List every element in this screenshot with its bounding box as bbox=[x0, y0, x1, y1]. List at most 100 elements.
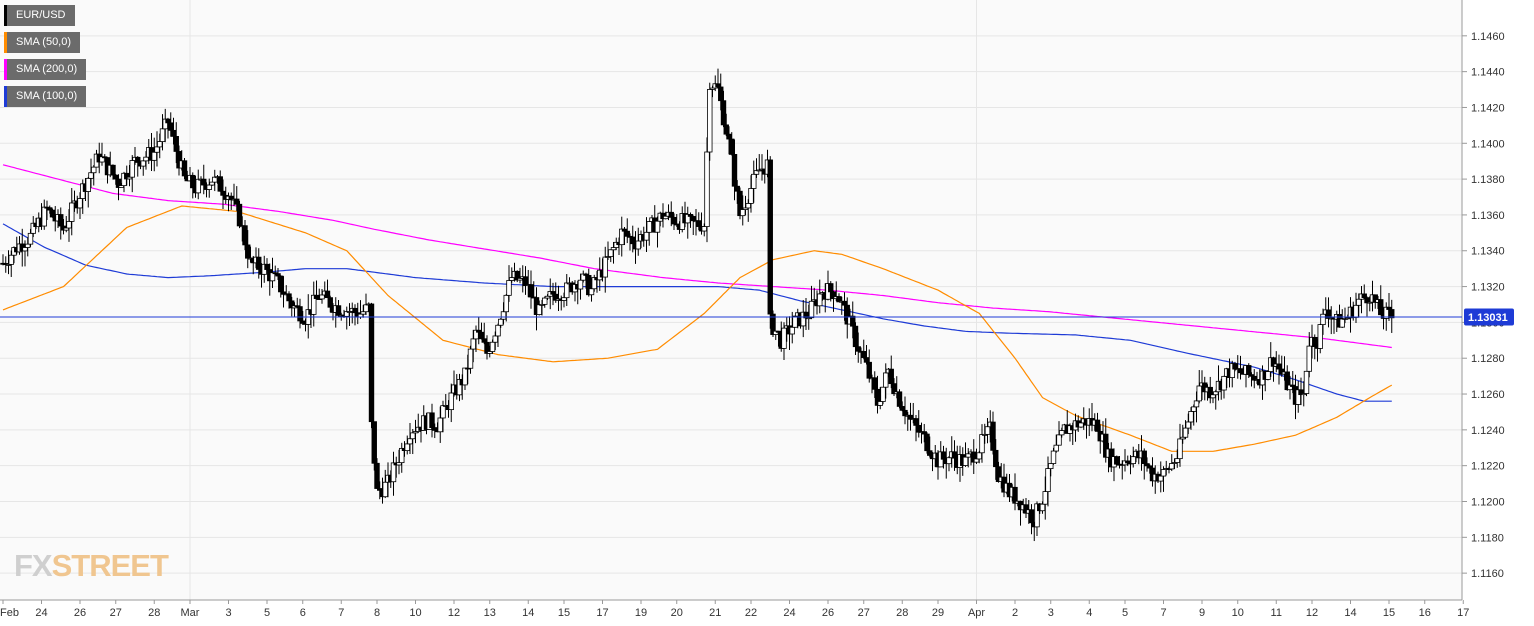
candle-body-up bbox=[781, 327, 787, 349]
candle-body-down bbox=[1378, 299, 1384, 316]
x-tick-label: 7 bbox=[338, 607, 344, 619]
candle bbox=[236, 200, 243, 229]
candle-body-down bbox=[58, 214, 64, 227]
candle bbox=[602, 246, 608, 293]
legend-swatch bbox=[4, 32, 7, 53]
y-tick-label: 1.1160 bbox=[1471, 568, 1504, 580]
candle-body-up bbox=[577, 279, 584, 290]
x-tick-label: 16 bbox=[1419, 607, 1431, 619]
candle-body-down bbox=[866, 361, 872, 379]
legend-label: EUR/USD bbox=[16, 9, 66, 21]
candle-body-down bbox=[896, 391, 903, 407]
x-tick-label: 14 bbox=[1344, 607, 1356, 619]
candle-body-up bbox=[654, 220, 661, 233]
candle-body-up bbox=[704, 151, 710, 227]
candle-body-up bbox=[536, 304, 542, 315]
candle-body-up bbox=[159, 128, 166, 142]
legend-item-eurusd[interactable]: EUR/USD bbox=[4, 5, 75, 26]
candle-body-down bbox=[49, 209, 56, 218]
candle-body-up bbox=[1053, 444, 1059, 452]
legend-item-sma-200[interactable]: SMA (200,0) bbox=[4, 59, 87, 80]
candle-body-down bbox=[734, 185, 740, 192]
candle-body-up bbox=[701, 226, 707, 232]
candle bbox=[448, 383, 454, 423]
candle-body-up bbox=[69, 202, 75, 222]
candle-body-up bbox=[99, 156, 105, 163]
x-tick-label: 10 bbox=[1232, 607, 1244, 619]
candle-body-up bbox=[962, 456, 969, 466]
candle bbox=[1056, 421, 1062, 446]
candle-body-up bbox=[382, 481, 388, 498]
candle-body-up bbox=[1160, 469, 1167, 477]
candle bbox=[311, 281, 317, 327]
candle-body-down bbox=[696, 220, 702, 227]
candle-body-down bbox=[863, 357, 870, 363]
candle-body-down bbox=[899, 406, 905, 411]
candle-body-up bbox=[509, 277, 515, 281]
candle-body-up bbox=[635, 240, 641, 250]
candle-body-down bbox=[327, 297, 333, 308]
plot-background bbox=[0, 0, 1462, 600]
candle-body-down bbox=[432, 427, 438, 431]
candle bbox=[327, 295, 333, 313]
candle bbox=[1012, 473, 1018, 511]
candle-body-up bbox=[467, 348, 474, 369]
y-tick-label: 1.1260 bbox=[1471, 389, 1505, 401]
candle bbox=[1306, 332, 1312, 378]
candle-body-up bbox=[1045, 468, 1051, 492]
candle-body-up bbox=[448, 392, 454, 411]
candle-body-down bbox=[729, 138, 735, 155]
x-tick-label: 20 bbox=[671, 607, 683, 619]
legend-item-sma-100[interactable]: SMA (100,0) bbox=[4, 86, 87, 107]
candle-body-up bbox=[883, 372, 889, 388]
x-tick-label: 2 bbox=[1012, 607, 1018, 619]
candle-body-down bbox=[852, 325, 859, 348]
candle-body-up bbox=[542, 297, 548, 305]
candle-body-down bbox=[1012, 486, 1018, 504]
candle-body-up bbox=[319, 294, 325, 300]
candle-body-up bbox=[880, 386, 886, 402]
candle-body-down bbox=[1361, 293, 1367, 299]
x-tick-label: 26 bbox=[822, 607, 834, 619]
candle-body-up bbox=[1039, 503, 1046, 512]
candle-body-up bbox=[143, 156, 149, 162]
candle-body-down bbox=[630, 236, 636, 245]
candle-body-down bbox=[624, 230, 630, 237]
x-tick-label: 14 bbox=[522, 607, 534, 619]
x-tick-label: 12 bbox=[448, 607, 460, 619]
candle-body-down bbox=[234, 198, 240, 205]
candle-body-up bbox=[154, 146, 160, 153]
candle bbox=[770, 310, 776, 338]
candle-body-down bbox=[1141, 450, 1147, 465]
candle bbox=[275, 268, 281, 281]
candle-body-up bbox=[984, 426, 991, 435]
candle-body-up bbox=[792, 315, 798, 328]
candle-body-down bbox=[275, 273, 281, 277]
candle-body-up bbox=[1356, 298, 1362, 306]
candle-body-down bbox=[1094, 419, 1101, 432]
y-tick-label: 1.1420 bbox=[1471, 102, 1505, 114]
x-tick-label: 15 bbox=[558, 607, 570, 619]
candle-body-down bbox=[1389, 309, 1395, 319]
candle bbox=[195, 169, 201, 200]
candle bbox=[201, 164, 207, 195]
candle bbox=[368, 302, 375, 429]
x-tick-label: 28 bbox=[896, 607, 908, 619]
candle-body-down bbox=[690, 216, 696, 222]
candle-body-up bbox=[973, 458, 980, 463]
candle-body-up bbox=[1048, 463, 1054, 469]
candle bbox=[687, 212, 694, 228]
candle bbox=[181, 158, 188, 180]
candle-body-down bbox=[668, 211, 674, 218]
candle-body-up bbox=[707, 89, 713, 153]
candle-body-down bbox=[352, 307, 358, 314]
candle-body-down bbox=[220, 190, 226, 196]
candle bbox=[1246, 363, 1252, 378]
candle-body-down bbox=[217, 176, 223, 192]
legend-item-sma-50[interactable]: SMA (50,0) bbox=[4, 32, 81, 53]
sma-50-line bbox=[2, 205, 1393, 452]
candle-body-up bbox=[946, 457, 952, 465]
x-tick-label: 12 bbox=[1306, 607, 1318, 619]
candle-body-up bbox=[1050, 450, 1057, 464]
candle bbox=[542, 296, 548, 308]
